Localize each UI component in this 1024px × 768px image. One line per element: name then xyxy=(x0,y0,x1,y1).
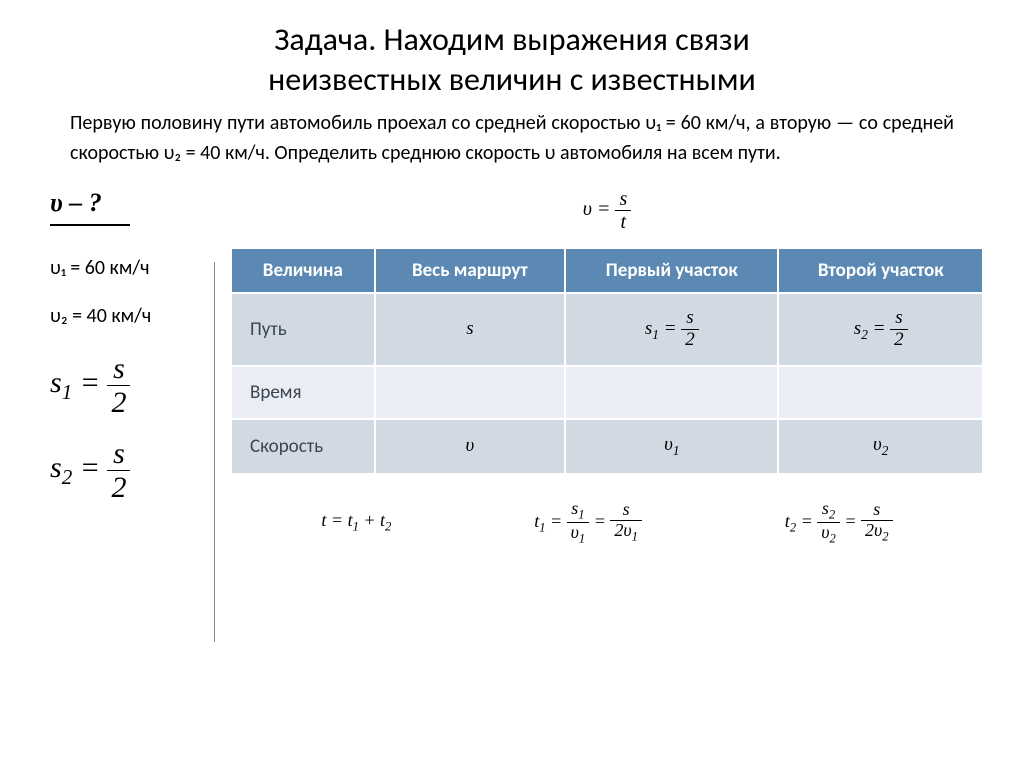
col-segment-1: Первый участок xyxy=(565,248,778,293)
vel-lhs: υ = xyxy=(583,198,611,220)
col-quantity: Величина xyxy=(231,248,375,293)
title-line-2: неизвестных величин с известными xyxy=(268,60,756,99)
bottom-formulas: t = t1 + t2 t1 = s1 υ1 = s 2υ1 t2 = s2 υ… xyxy=(230,499,984,547)
cell-path-whole: s xyxy=(375,293,565,366)
frac-s-2-cell1: s 2 xyxy=(681,308,699,351)
row-time-label: Время xyxy=(231,366,375,419)
formula-t-sum: t = t1 + t2 xyxy=(321,510,391,535)
main-content: υ – ? υ₁ = 60 км/ч υ₂ = 40 км/ч s1 = s 2… xyxy=(40,188,984,546)
title-line-1: Задача. Находим выражения связи xyxy=(274,20,750,59)
velocity-formula: υ = s t xyxy=(230,188,984,233)
table-header-row: Величина Весь маршрут Первый участок Вто… xyxy=(231,248,983,293)
frac-t2-b: s 2υ2 xyxy=(861,500,893,544)
fraction-s-over-2-b: s 2 xyxy=(107,437,130,504)
cell-speed-whole: υ xyxy=(375,419,565,474)
col-segment-2: Второй участок xyxy=(778,248,983,293)
formula-t1: t1 = s1 υ1 = s 2υ1 xyxy=(534,499,642,547)
frac-t1-b: s 2υ1 xyxy=(610,500,642,544)
cell-path-seg1: s1 = s 2 xyxy=(565,293,778,366)
given-v2: υ₂ = 40 км/ч xyxy=(50,304,210,328)
formula-t2: t2 = s2 υ2 = s 2υ2 xyxy=(785,499,893,547)
equation-s2: s2 = s 2 xyxy=(50,437,210,504)
problem-statement: Первую половину пути автомобиль проехал … xyxy=(70,108,954,168)
cell-speed-seg1: υ1 xyxy=(565,419,778,474)
row-speed-label: Скорость xyxy=(231,419,375,474)
col-whole-route: Весь маршрут xyxy=(375,248,565,293)
frac-s-2-cell2: s 2 xyxy=(890,308,908,351)
row-path: Путь s s1 = s 2 s2 = s 2 xyxy=(231,293,983,366)
cell-time-whole xyxy=(375,366,565,419)
fraction-s-over-2-a: s 2 xyxy=(107,352,130,419)
row-speed: Скорость υ υ1 υ2 xyxy=(231,419,983,474)
equation-s1: s1 = s 2 xyxy=(50,352,210,419)
frac-t2-a: s2 υ2 xyxy=(817,499,840,547)
given-v1: υ₁ = 60 км/ч xyxy=(50,256,210,280)
frac-t1-a: s1 υ1 xyxy=(567,499,590,547)
row-path-label: Путь xyxy=(231,293,375,366)
cell-path-seg2: s2 = s 2 xyxy=(778,293,983,366)
cell-speed-seg2: υ2 xyxy=(778,419,983,474)
row-time: Время xyxy=(231,366,983,419)
unknown-quantity: υ – ? xyxy=(50,188,130,226)
eq-s1-lhs: s1 = xyxy=(50,366,100,399)
fraction-s-over-t: s t xyxy=(615,188,631,233)
solution-panel: υ = s t Величина Весь маршрут Первый уча… xyxy=(230,188,984,546)
slide-title: Задача. Находим выражения связи неизвест… xyxy=(40,20,984,100)
cell-time-seg1 xyxy=(565,366,778,419)
quantities-table: Величина Весь маршрут Первый участок Вто… xyxy=(230,247,984,475)
eq-s2-lhs: s2 = xyxy=(50,451,100,484)
vertical-divider xyxy=(214,262,215,642)
cell-time-seg2 xyxy=(778,366,983,419)
given-panel: υ – ? υ₁ = 60 км/ч υ₂ = 40 км/ч s1 = s 2… xyxy=(40,188,210,546)
